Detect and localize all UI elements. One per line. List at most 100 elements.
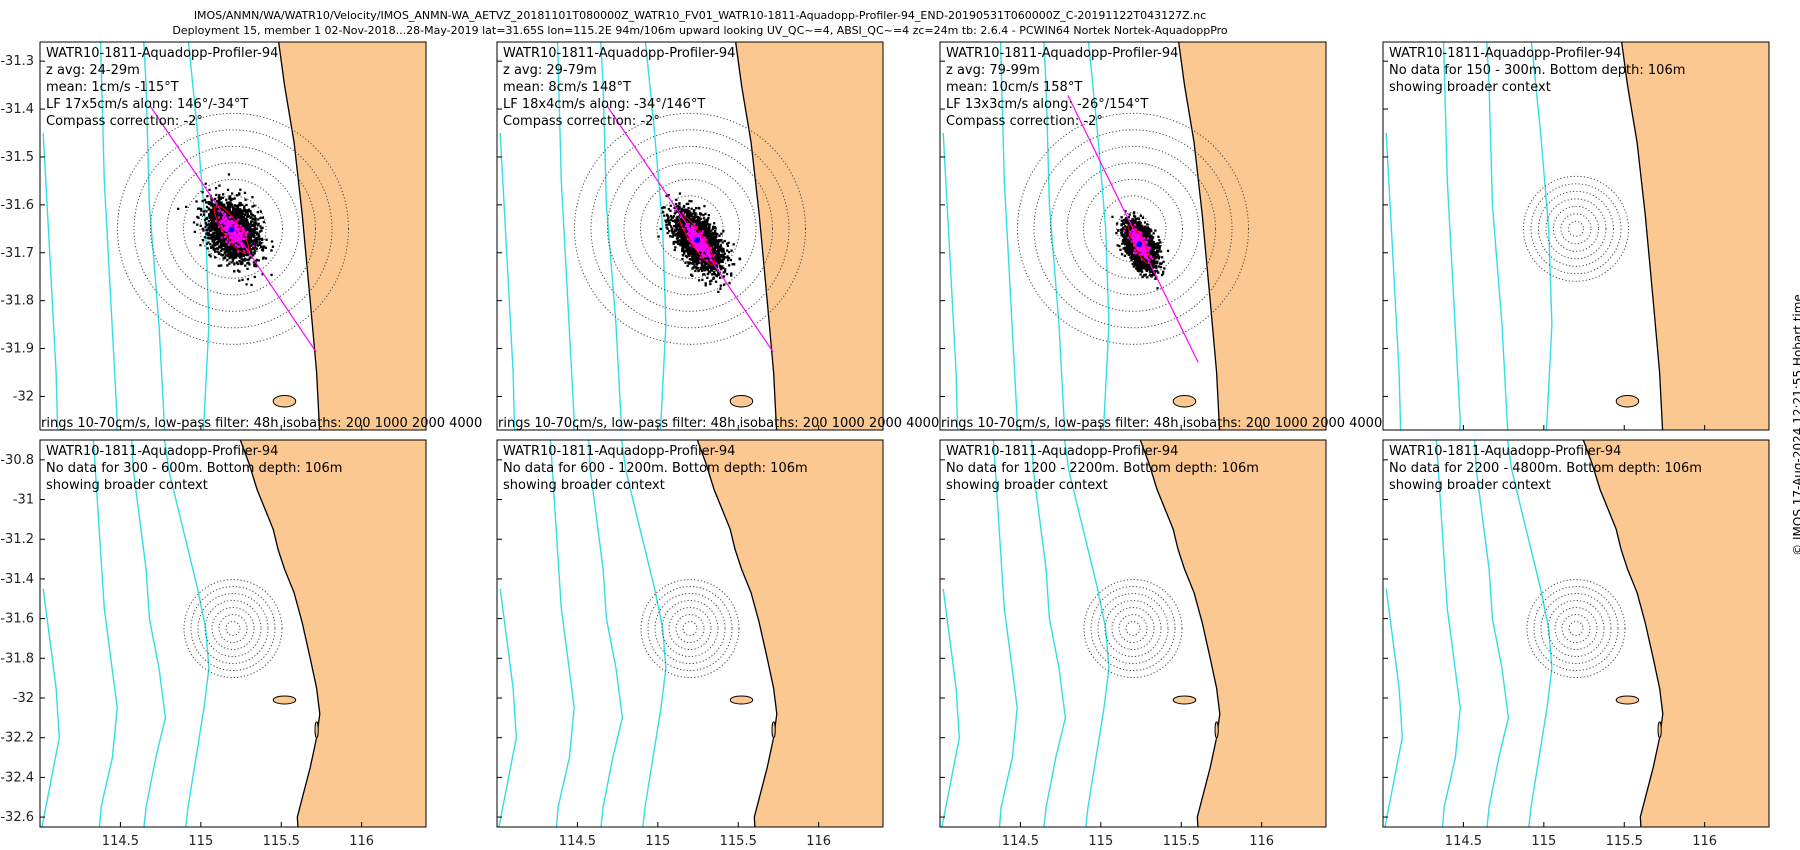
- map-content: [499, 42, 883, 430]
- mean-current-marker: [1136, 241, 1143, 248]
- x-tick-label: 114.5: [1445, 834, 1482, 849]
- speed-ring-60: [1533, 586, 1619, 672]
- figure-title-line1: IMOS/ANMN/WA/WATR10/Velocity/IMOS_ANMN-W…: [193, 9, 1207, 22]
- map-content: [1384, 440, 1769, 827]
- speed-ring-30: [211, 607, 255, 651]
- y-tick-label: -32: [13, 389, 34, 404]
- isobath-1000: [143, 42, 166, 430]
- coastline: [1177, 42, 1221, 430]
- isobath-2000: [992, 440, 1018, 827]
- y-tick-label: -31.2: [0, 532, 34, 547]
- panel-annotation-line: WATR10-1811-Aquadopp-Profiler-94: [503, 444, 735, 459]
- panel-annotation-line: WATR10-1811-Aquadopp-Profiler-94: [46, 46, 278, 61]
- land-area: [278, 42, 426, 430]
- speed-ring-50: [197, 593, 269, 665]
- speed-ring-50: [1540, 593, 1612, 665]
- isobath-1000: [1486, 42, 1509, 430]
- y-tick-label: -31.8: [0, 651, 34, 666]
- isobath-4000: [42, 132, 59, 430]
- speed-ring-40: [661, 600, 719, 658]
- speed-ring-40: [1545, 198, 1607, 260]
- map-panel-p3: WATR10-1811-Aquadopp-Profiler-94 z avg: 7…: [939, 41, 1382, 431]
- y-tick-label: -32.2: [0, 731, 34, 746]
- speed-ring-50: [1538, 190, 1614, 267]
- map-panel-p4: WATR10-1811-Aquadopp-Profiler-94 No data …: [1382, 41, 1770, 431]
- speed-ring-30: [1083, 178, 1183, 279]
- panel-annotation-line: LF 18x4cm/s along: -34°/146°T: [503, 97, 705, 112]
- panel-frame: [1382, 439, 1770, 828]
- y-tick-label: -31.5: [0, 150, 34, 165]
- island-0: [272, 395, 297, 408]
- speed-ring-60: [1033, 129, 1233, 329]
- coastline: [734, 42, 778, 430]
- panel-frame: [496, 439, 884, 828]
- map-content: [941, 440, 1326, 827]
- map-panel-p1: -31.3 -31.4 -31.5 -31.6 -31.7 -31.8 -31.9 -32 WA…: [0, 41, 482, 431]
- isobath-4000: [499, 132, 516, 430]
- speed-ring-10: [225, 621, 241, 637]
- island-1: [314, 721, 319, 739]
- speed-ring-50: [607, 145, 773, 312]
- speed-ring-30: [668, 607, 712, 651]
- isobath-200: [1530, 42, 1553, 430]
- island-1: [1214, 721, 1219, 739]
- isobath-1000: [587, 440, 624, 827]
- speed-ring-10: [1568, 621, 1584, 637]
- speed-ring-70: [1083, 579, 1183, 679]
- x-tick-label: 115: [188, 834, 213, 849]
- map-panel-p2: WATR10-1811-Aquadopp-Profiler-94 z avg: 2…: [496, 41, 939, 431]
- island-0: [729, 395, 754, 408]
- map-panel-p6: 114.5 115 115.5 116 WATR10-1811-Aquadopp-Pro…: [496, 439, 884, 849]
- panel-annotation-line: WATR10-1811-Aquadopp-Profiler-94: [1389, 46, 1621, 61]
- map-content: [41, 440, 426, 827]
- x-tick-label: 115: [1531, 834, 1556, 849]
- panel-annotation-line: LF 13x3cm/s along: -26°/154°T: [946, 97, 1148, 112]
- island-0: [272, 695, 297, 705]
- speed-ring-60: [590, 129, 790, 329]
- land-area: [240, 440, 426, 827]
- island-0: [729, 695, 754, 705]
- speed-ring-20: [1118, 614, 1148, 644]
- panel-annotation-line: z avg: 24-29m: [46, 63, 140, 78]
- panel-frame: [39, 439, 427, 828]
- x-tick-label: 115: [645, 834, 670, 849]
- speed-ring-70: [1523, 175, 1629, 282]
- y-tick-label: -31.3: [0, 54, 34, 69]
- speed-ring-60: [1090, 586, 1176, 672]
- speed-ring-50: [1097, 593, 1169, 665]
- panel-annotation-line: LF 17x5cm/s along: 146°/-34°T: [46, 97, 248, 112]
- speed-ring-10: [1568, 220, 1584, 237]
- panel-frame: [496, 41, 884, 431]
- panel-annotation-line: No data for 300 - 600m. Bottom depth: 10…: [46, 461, 342, 476]
- y-tick-label: -32: [13, 691, 34, 706]
- x-tick-label: 115: [1088, 834, 1113, 849]
- along-axis-line: [1067, 95, 1199, 363]
- isobath-1000: [1043, 42, 1066, 430]
- speed-ring-40: [623, 162, 757, 296]
- x-tick-label: 115.5: [720, 834, 757, 849]
- variance-ellipse: [213, 205, 250, 254]
- panel-annotation-line: showing broader context: [46, 478, 208, 493]
- isobath-200: [644, 42, 667, 430]
- speed-ring-50: [1050, 145, 1216, 312]
- island-1: [771, 721, 776, 739]
- x-tick-label: 114.5: [559, 834, 596, 849]
- isobath-200: [1506, 440, 1553, 827]
- isobath-2000: [1442, 42, 1461, 430]
- map-panel-p8: 114.5 115 115.5 116 WATR10-1811-Aquadopp-Pro…: [1382, 439, 1770, 849]
- panel-annotation-line: WATR10-1811-Aquadopp-Profiler-94: [946, 46, 1178, 61]
- isobath-200: [1063, 440, 1110, 827]
- panel-annotation-line: showing broader context: [1389, 80, 1551, 95]
- land-area: [1621, 42, 1769, 430]
- x-tick-label: 116: [1249, 834, 1274, 849]
- panel-annotation-line: z avg: 79-99m: [946, 63, 1040, 78]
- x-tick-label: 116: [806, 834, 831, 849]
- panel-annotation-line: showing broader context: [1389, 478, 1551, 493]
- island-0: [1172, 395, 1197, 408]
- speed-ring-70: [640, 579, 740, 679]
- isobath-2000: [92, 440, 118, 827]
- speed-ring-60: [190, 586, 276, 672]
- island-0: [1615, 395, 1640, 408]
- x-tick-label: 116: [349, 834, 374, 849]
